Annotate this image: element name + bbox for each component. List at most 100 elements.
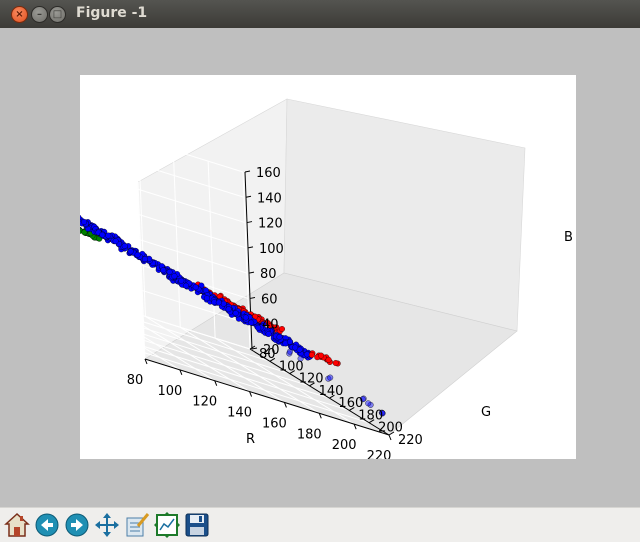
scatter-point	[297, 355, 304, 362]
scatter-point	[325, 375, 332, 382]
scatter-point	[166, 268, 173, 276]
scatter-3d-plot[interactable]: 8010012014016018020022080100120140160180…	[0, 75, 576, 464]
y-tick-label: 120	[299, 372, 324, 387]
tick-labels: 8010012014016018020022080100120140160180…	[127, 166, 423, 464]
grid-line	[207, 161, 216, 339]
grid-line	[180, 326, 320, 414]
scatter-point	[99, 231, 106, 238]
scatter-point	[332, 359, 339, 367]
y-tick-label: 140	[319, 384, 344, 399]
z-tick-mark	[247, 246, 254, 249]
scatter-point	[242, 314, 249, 321]
y-tick-label: 160	[338, 396, 363, 411]
y-tick-mark	[388, 431, 395, 436]
scatter-point	[182, 282, 190, 289]
scatter-point	[278, 325, 286, 333]
figure-canvas[interactable]: 80 100 120 140 160 180 200 220 80 100 120 140 160 180…	[0, 75, 576, 464]
grid-line	[137, 139, 146, 317]
scatter-point	[134, 251, 141, 258]
y-tick-mark	[329, 394, 335, 399]
grid-line	[103, 128, 112, 306]
z-tick-mark	[245, 195, 252, 198]
z-tick-mark	[246, 221, 253, 224]
grid-line	[85, 321, 330, 399]
x-tick-mark	[283, 402, 287, 408]
x-tick-mark	[353, 423, 357, 430]
scatter-point	[255, 324, 262, 331]
scatter-point	[327, 374, 334, 381]
grid-line	[110, 305, 250, 392]
x-tick-mark	[144, 358, 148, 365]
x-tick-mark	[249, 391, 253, 397]
x-axis-label: R	[246, 432, 255, 447]
scatter-point	[232, 310, 239, 317]
z-tick-label: 20	[263, 343, 280, 358]
scatter-point	[265, 330, 272, 338]
home-icon	[4, 512, 30, 537]
x-tick-mark	[388, 434, 392, 441]
save-button[interactable]	[184, 512, 210, 538]
x-tick-label: 100	[157, 384, 182, 399]
grid-line	[124, 346, 370, 424]
grid-line	[45, 297, 290, 375]
z-tick-mark	[248, 271, 255, 274]
z-tick-label: 60	[261, 292, 278, 307]
window-title: Figure -1	[76, 5, 148, 21]
y-axis-label: G	[481, 405, 491, 420]
close-icon: ×	[15, 9, 24, 20]
grid-line	[137, 181, 146, 360]
x-tick-label: 140	[227, 406, 252, 421]
maximize-window-button[interactable]: □	[49, 6, 66, 23]
scatter-point	[215, 299, 222, 306]
forward-button[interactable]	[64, 512, 90, 538]
scatter-point	[379, 410, 386, 417]
y-tick-label: 220	[398, 433, 423, 448]
back-button[interactable]	[34, 512, 60, 538]
grid-line	[105, 333, 350, 411]
pan-button[interactable]	[94, 512, 120, 538]
close-window-button[interactable]: ×	[11, 6, 28, 23]
home-button[interactable]	[4, 512, 30, 538]
scatter-point	[192, 284, 199, 291]
grid-line	[5, 272, 146, 360]
x-tick-label: 120	[192, 395, 217, 410]
x-tick-label: 80	[127, 373, 144, 388]
y-tick-mark	[289, 370, 295, 375]
grid-line	[75, 294, 215, 382]
y-tick-mark	[349, 406, 355, 411]
scatter-point	[105, 232, 112, 239]
scatter-point	[248, 319, 255, 326]
x-axis-line	[144, 358, 390, 436]
x-tick-label: 220	[367, 449, 392, 459]
y-axis-line	[249, 348, 390, 436]
y-tick-mark	[368, 419, 375, 424]
x-tick-label: 160	[262, 416, 287, 431]
x-tick-mark	[318, 413, 322, 419]
minimize-window-button[interactable]: –	[31, 6, 48, 23]
scatter-point	[81, 218, 88, 225]
window-titlebar: × – □ Figure -1	[0, 0, 640, 28]
scatter-point	[112, 238, 119, 245]
y-tick-mark	[269, 357, 276, 362]
z-tick-label: 160	[256, 166, 281, 181]
scatter-point	[127, 248, 134, 255]
subplots-button[interactable]	[154, 512, 180, 538]
scatter-point	[318, 352, 325, 359]
z-tick-label: 100	[259, 242, 284, 257]
arrow-right-icon	[65, 513, 89, 537]
scatter-point	[178, 277, 185, 284]
move-icon	[95, 513, 119, 537]
scatter-point	[141, 256, 149, 263]
z-tick-mark	[244, 170, 251, 173]
scatter-point	[308, 351, 315, 358]
scatter-point	[325, 356, 332, 363]
z-tick-label: 140	[257, 191, 282, 206]
z-tick-label: 120	[258, 217, 283, 232]
scatter-point	[160, 267, 167, 274]
y-tick-label: 180	[358, 408, 383, 423]
scatter-point	[286, 338, 293, 345]
scatter-point	[225, 306, 232, 313]
zoom-button[interactable]	[124, 512, 150, 538]
grid-line	[145, 316, 285, 403]
z-tick-mark	[249, 296, 256, 299]
